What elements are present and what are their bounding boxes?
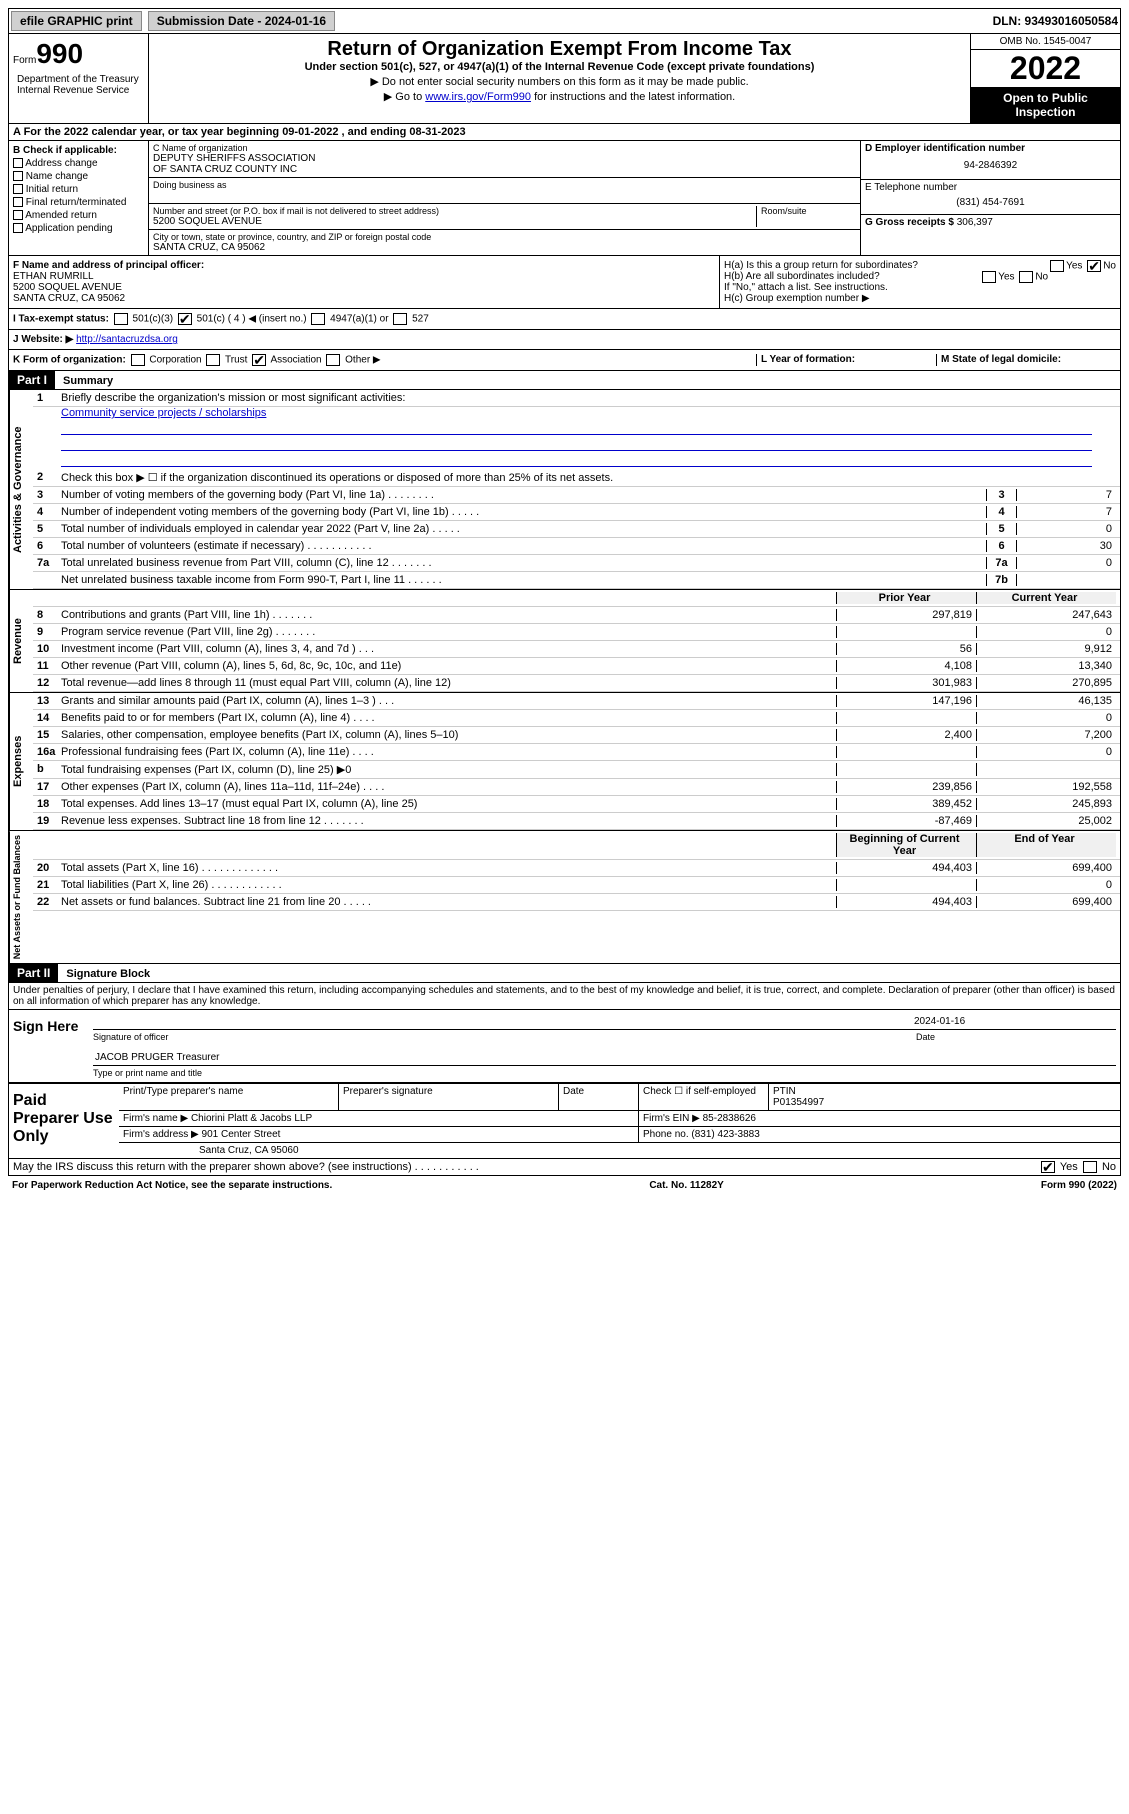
part2-header: Part IISignature Block xyxy=(8,964,1121,983)
org-name1: DEPUTY SHERIFFS ASSOCIATION xyxy=(153,153,856,164)
website-link[interactable]: http://santacruzdsa.org xyxy=(76,334,178,345)
phone: (831) 454-7691 xyxy=(865,193,1116,212)
vtab-rev: Revenue xyxy=(9,590,33,692)
declaration: Under penalties of perjury, I declare th… xyxy=(8,983,1121,1010)
summary-gov: Activities & Governance 1Briefly describ… xyxy=(8,390,1121,590)
col-d: D Employer identification number94-28463… xyxy=(860,141,1120,255)
summary-line: 4Number of independent voting members of… xyxy=(33,504,1120,521)
officer-name-sig: JACOB PRUGER Treasurer xyxy=(95,1052,219,1063)
vtab-net: Net Assets or Fund Balances xyxy=(9,831,33,963)
col-b: B Check if applicable: Address change Na… xyxy=(9,141,149,255)
summary-net: Net Assets or Fund Balances Beginning of… xyxy=(8,831,1121,964)
summary-line: 22Net assets or fund balances. Subtract … xyxy=(33,894,1120,911)
firm-phone: (831) 423-3883 xyxy=(691,1129,759,1140)
summary-line: 7aTotal unrelated business revenue from … xyxy=(33,555,1120,572)
mission-text[interactable]: Community service projects / scholarship… xyxy=(61,407,266,419)
may-irs-row: May the IRS discuss this return with the… xyxy=(8,1159,1121,1176)
form-header: Form990 Department of the Treasury Inter… xyxy=(8,34,1121,124)
note2: ▶ Go to www.irs.gov/Form990 for instruct… xyxy=(157,90,962,103)
main-info: B Check if applicable: Address change Na… xyxy=(8,141,1121,256)
submission-btn[interactable]: Submission Date - 2024-01-16 xyxy=(148,11,335,31)
irs-link[interactable]: www.irs.gov/Form990 xyxy=(425,91,531,103)
summary-exp: Expenses 13Grants and similar amounts pa… xyxy=(8,693,1121,831)
summary-line: 13Grants and similar amounts paid (Part … xyxy=(33,693,1120,710)
tax-year: 2022 xyxy=(971,50,1120,87)
sign-here-block: Sign Here 2024-01-16 Signature of office… xyxy=(8,1010,1121,1083)
omb: OMB No. 1545-0047 xyxy=(971,34,1120,50)
summary-line: 6Total number of volunteers (estimate if… xyxy=(33,538,1120,555)
summary-line: 10Investment income (Part VIII, column (… xyxy=(33,641,1120,658)
footer: For Paperwork Reduction Act Notice, see … xyxy=(8,1176,1121,1195)
vtab-exp: Expenses xyxy=(9,693,33,830)
summary-line: 15Salaries, other compensation, employee… xyxy=(33,727,1120,744)
row-k: K Form of organization: Corporation Trus… xyxy=(8,350,1121,371)
ptin: P01354997 xyxy=(773,1097,824,1108)
city: SANTA CRUZ, CA 95062 xyxy=(153,242,856,253)
summary-line: Net unrelated business taxable income fr… xyxy=(33,572,1120,589)
section-a: A For the 2022 calendar year, or tax yea… xyxy=(8,124,1121,141)
firm-ein: 85-2838626 xyxy=(703,1113,756,1124)
part1-header: Part ISummary xyxy=(8,371,1121,390)
summary-line: 18Total expenses. Add lines 13–17 (must … xyxy=(33,796,1120,813)
summary-line: 17Other expenses (Part IX, column (A), l… xyxy=(33,779,1120,796)
row-i: I Tax-exempt status: 501(c)(3) 501(c) ( … xyxy=(8,309,1121,330)
firm-name: Chiorini Platt & Jacobs LLP xyxy=(191,1113,312,1124)
summary-line: 19Revenue less expenses. Subtract line 1… xyxy=(33,813,1120,830)
summary-line: 5Total number of individuals employed in… xyxy=(33,521,1120,538)
summary-line: 3Number of voting members of the governi… xyxy=(33,487,1120,504)
summary-rev: Revenue Prior YearCurrent Year 8Contribu… xyxy=(8,590,1121,693)
summary-line: bTotal fundraising expenses (Part IX, co… xyxy=(33,761,1120,779)
efile-btn[interactable]: efile GRAPHIC print xyxy=(11,11,142,31)
summary-line: 14Benefits paid to or for members (Part … xyxy=(33,710,1120,727)
summary-line: 11Other revenue (Part VIII, column (A), … xyxy=(33,658,1120,675)
dln: DLN: 93493016050584 xyxy=(993,14,1118,28)
summary-line: 16aProfessional fundraising fees (Part I… xyxy=(33,744,1120,761)
sig-date: 2024-01-16 xyxy=(914,1016,1114,1027)
summary-line: 21Total liabilities (Part X, line 26) . … xyxy=(33,877,1120,894)
col-c: C Name of organization DEPUTY SHERIFFS A… xyxy=(149,141,860,255)
ein: 94-2846392 xyxy=(865,154,1116,177)
dept: Department of the Treasury Internal Reve… xyxy=(13,70,144,100)
firm-addr2: Santa Cruz, CA 95060 xyxy=(119,1143,1120,1158)
row-j: J Website: ▶ http://santacruzdsa.org xyxy=(8,330,1121,350)
open-public: Open to Public Inspection xyxy=(971,87,1120,123)
form-subtitle: Under section 501(c), 527, or 4947(a)(1)… xyxy=(157,61,962,73)
org-name2: OF SANTA CRUZ COUNTY INC xyxy=(153,164,856,175)
form-label: Form xyxy=(13,55,36,66)
form-number: 990 xyxy=(36,38,83,69)
note1: ▶ Do not enter social security numbers o… xyxy=(157,75,962,88)
row-fgh: F Name and address of principal officer:… xyxy=(8,256,1121,309)
form-title: Return of Organization Exempt From Incom… xyxy=(157,38,962,61)
firm-addr1: 901 Center Street xyxy=(202,1129,281,1140)
vtab-gov: Activities & Governance xyxy=(9,390,33,589)
summary-line: 12Total revenue—add lines 8 through 11 (… xyxy=(33,675,1120,692)
officer-name: ETHAN RUMRILL xyxy=(13,271,715,282)
summary-line: 8Contributions and grants (Part VIII, li… xyxy=(33,607,1120,624)
preparer-block: Paid Preparer Use Only Print/Type prepar… xyxy=(8,1083,1121,1159)
summary-line: 20Total assets (Part X, line 16) . . . .… xyxy=(33,860,1120,877)
top-bar: efile GRAPHIC print Submission Date - 20… xyxy=(8,8,1121,34)
street: 5200 SOQUEL AVENUE xyxy=(153,216,756,227)
summary-line: 9Program service revenue (Part VIII, lin… xyxy=(33,624,1120,641)
gross-receipts: 306,397 xyxy=(957,217,993,228)
